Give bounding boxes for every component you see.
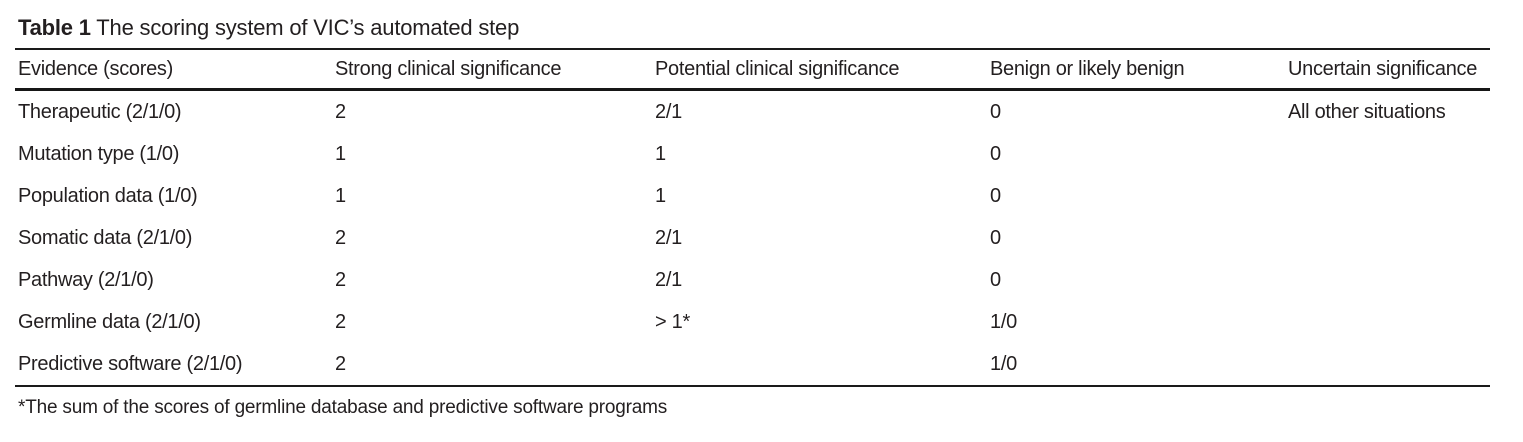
col-header-strong-significance: Strong clinical significance [335,49,655,91]
table-cell: 2 [335,268,346,291]
table-cell: 2/1 [655,268,682,291]
table-cell: 0 [990,100,1001,123]
table-row-mutation-type: Mutation type (1/0) 1 1 0 [15,133,1490,175]
table-cell: All other situations [1288,100,1446,123]
col-header-benign: Benign or likely benign [990,49,1288,91]
table-cell: 2 [335,352,346,375]
header-row: Evidence (scores) Strong clinical signif… [15,49,1490,91]
table-cell [1288,301,1490,343]
table-row-predictive-software: Predictive software (2/1/0) 2 1/0 [15,343,1490,386]
table-cell: 0 [990,226,1001,249]
table-cell [1288,259,1490,301]
table-caption: Table 1 The scoring system of VIC’s auto… [18,13,1490,42]
table-row-therapeutic: Therapeutic (2/1/0) 2 2/1 0 All other si… [15,90,1490,134]
table-caption-text: The scoring system of VIC’s automated st… [96,15,520,40]
table-cell: 0 [990,184,1001,207]
table-cell: > 1* [655,310,690,333]
table-cell: Somatic data (2/1/0) [18,226,193,249]
paper-table-figure: Table 1 The scoring system of VIC’s auto… [15,13,1490,418]
table-cell: Predictive software (2/1/0) [18,352,243,375]
table-caption-label: Table 1 [18,15,91,40]
table-cell: 0 [990,142,1001,165]
table-cell: 2 [335,100,346,123]
table-row-pathway: Pathway (2/1/0) 2 2/1 0 [15,259,1490,301]
table-cell: 2/1 [655,100,682,123]
table-cell: Mutation type (1/0) [18,142,180,165]
col-header-potential-significance: Potential clinical significance [655,49,990,91]
table-cell: Pathway (2/1/0) [18,268,154,291]
col-header-evidence: Evidence (scores) [15,49,335,91]
table-cell: 2/1 [655,226,682,249]
table-cell: 1 [655,184,666,207]
table-cell: Germline data (2/1/0) [18,310,201,333]
table-cell: 2 [335,226,346,249]
scoring-table: Evidence (scores) Strong clinical signif… [15,48,1490,387]
table-cell [1288,175,1490,217]
table-cell: 1/0 [990,352,1017,375]
table-cell: 1/0 [990,310,1017,333]
table-footnote: *The sum of the scores of germline datab… [18,397,668,418]
table-cell [1288,343,1490,386]
table-cell: 1 [655,142,666,165]
table-cell [1288,217,1490,259]
table-row-somatic-data: Somatic data (2/1/0) 2 2/1 0 [15,217,1490,259]
table-cell [1288,133,1490,175]
table-cell: Population data (1/0) [18,184,198,207]
table-cell: 0 [990,268,1001,291]
table-row-germline-data: Germline data (2/1/0) 2 > 1* 1/0 [15,301,1490,343]
table-row-population-data: Population data (1/0) 1 1 0 [15,175,1490,217]
table-cell: 1 [335,184,346,207]
table-cell: Therapeutic (2/1/0) [18,100,182,123]
table-cell: 1 [335,142,346,165]
table-cell: 2 [335,310,346,333]
col-header-uncertain: Uncertain significance [1288,49,1490,91]
table-cell [655,343,990,386]
